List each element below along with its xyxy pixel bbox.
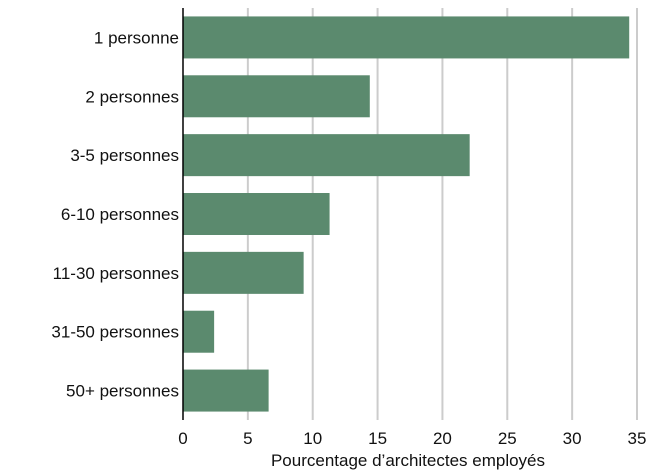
bar-2 — [183, 134, 470, 177]
bar-4 — [183, 251, 304, 294]
x-tick-label: 20 — [433, 429, 452, 448]
bar-3 — [183, 193, 330, 235]
x-axis-title: Pourcentage d’architectes employés — [271, 451, 545, 470]
category-label: 50+ personnes — [66, 382, 179, 401]
bar-6 — [183, 369, 269, 412]
x-tick-label: 30 — [563, 429, 582, 448]
bars — [183, 16, 630, 412]
x-tick-label: 5 — [243, 429, 252, 448]
bar-0 — [183, 16, 630, 59]
x-tick-label: 10 — [303, 429, 322, 448]
category-label: 3-5 personnes — [70, 146, 179, 165]
x-tick-label: 15 — [368, 429, 387, 448]
category-label: 31-50 personnes — [51, 323, 179, 342]
bar-5 — [183, 310, 215, 353]
x-tick-label: 0 — [178, 429, 187, 448]
category-labels: 1 personne 2 personnes 3-5 personnes 6-10 p… — [51, 28, 179, 400]
x-tick-label: 35 — [628, 429, 647, 448]
bar-1 — [183, 75, 370, 118]
x-tick-label: 25 — [498, 429, 517, 448]
category-label: 1 personne — [94, 28, 179, 47]
category-label: 6-10 personnes — [61, 205, 179, 224]
category-label: 2 personnes — [85, 87, 179, 106]
category-label: 11-30 personnes — [53, 264, 179, 283]
x-tick-labels: 0 5 10 15 20 25 30 35 — [178, 429, 646, 448]
